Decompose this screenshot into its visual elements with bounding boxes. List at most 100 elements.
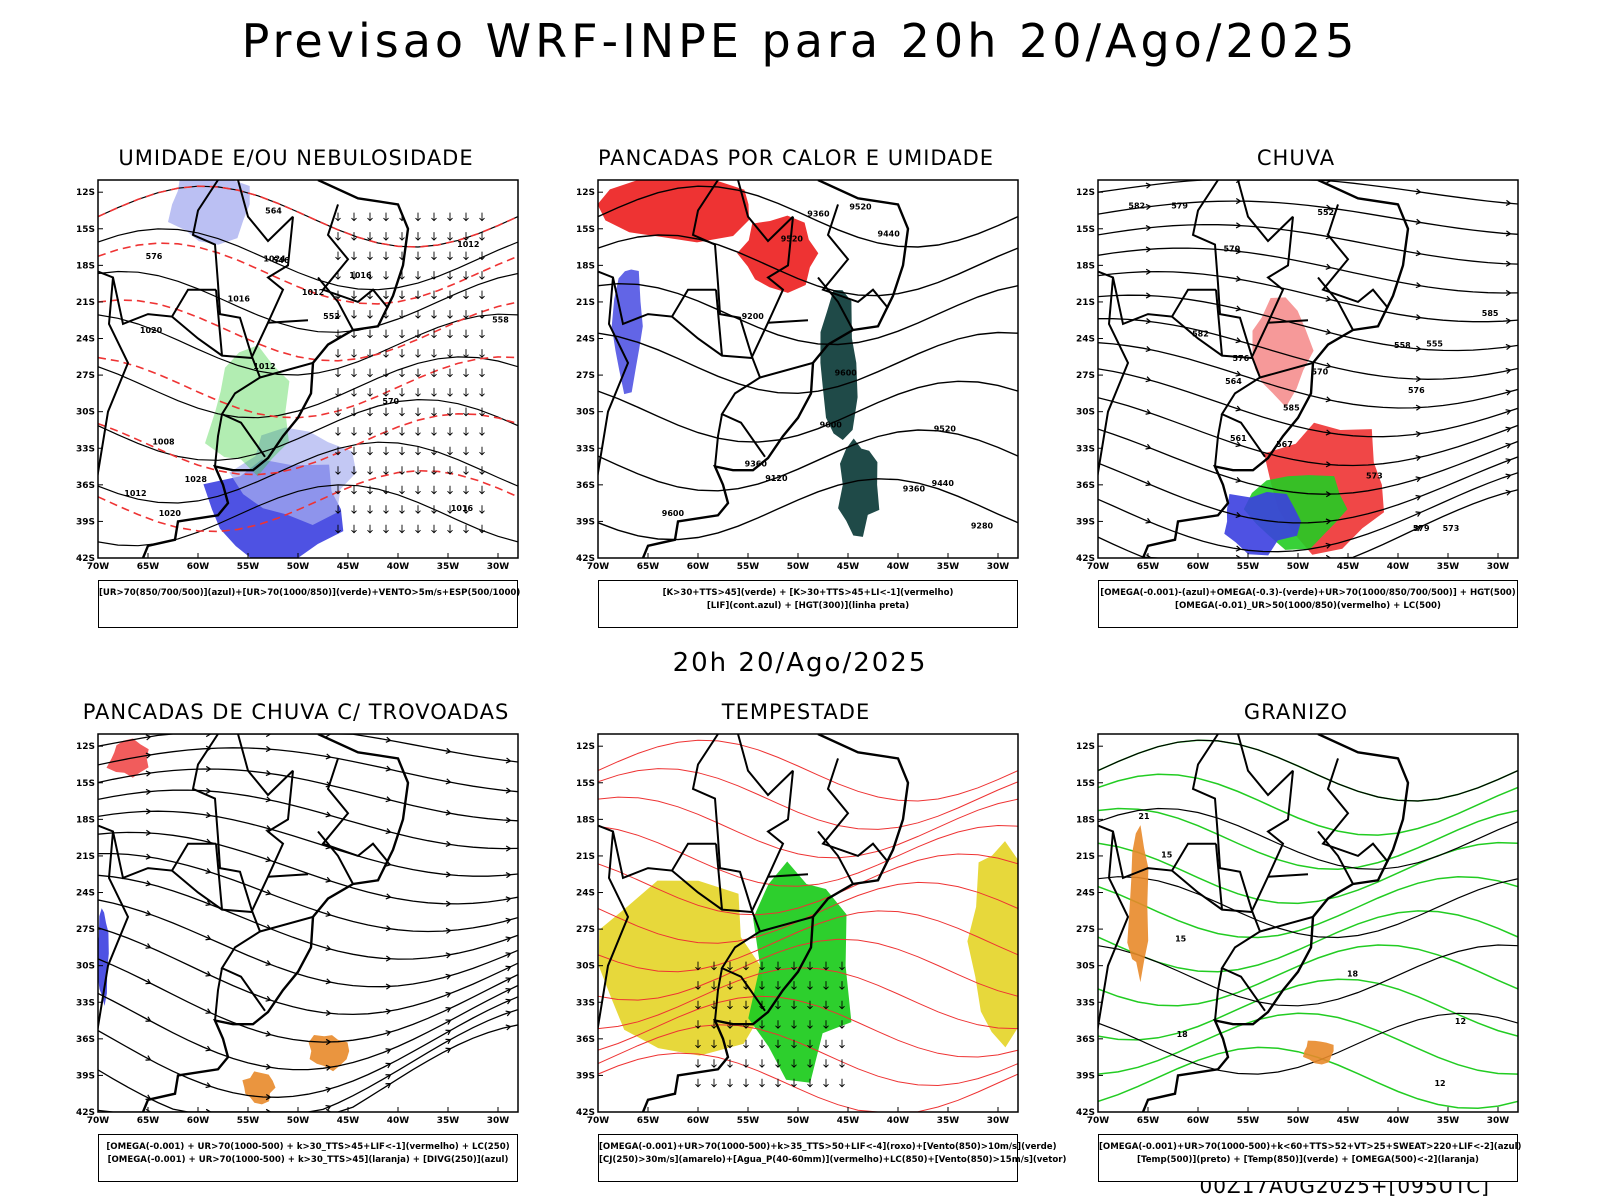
caption-line: [Temp(500)](preto) + [Temp(850)](verde) … bbox=[1137, 1155, 1479, 1165]
panel-title: GRANIZO bbox=[1243, 700, 1349, 724]
contour-label: 576 bbox=[1232, 354, 1249, 363]
lon-tick-label: 35W bbox=[937, 562, 960, 572]
map-plot: 1016 1020 1012 1012 1016 1020 1024 1012 1008 1016… bbox=[76, 179, 519, 572]
lon-tick-label: 70W bbox=[87, 562, 110, 572]
contour-label: 1016 bbox=[349, 271, 372, 280]
lat-tick-label: 15S bbox=[76, 225, 95, 235]
lon-tick-label: 30W bbox=[1487, 562, 1510, 572]
lat-tick-label: 21S bbox=[1076, 298, 1095, 308]
contour-label: 1012 bbox=[302, 288, 324, 297]
lat-tick-label: 42S bbox=[1076, 554, 1095, 564]
lon-tick-label: 50W bbox=[1287, 562, 1310, 572]
lat-tick-label: 21S bbox=[576, 852, 595, 862]
caption-line: [OMEGA(-0.01)_UR>50(1000/850)(vermelho) … bbox=[1175, 601, 1441, 611]
contour-label: 570 bbox=[1311, 368, 1328, 377]
lat-tick-label: 27S bbox=[76, 925, 95, 935]
contour-label: 546 bbox=[273, 256, 290, 265]
caption-line: [OMEGA(-0.001)+UR>70(1000-500)+k<60+TTS>… bbox=[1099, 1142, 1522, 1152]
lat-tick-label: 27S bbox=[76, 371, 95, 381]
contour-label: 9360 bbox=[745, 459, 768, 468]
panel-umidade: UMIDADE E/OU NEBULOSIDADE 1016 1020 1012 10… bbox=[56, 146, 536, 628]
lat-tick-label: 15S bbox=[576, 779, 595, 789]
lat-tick-label: 24S bbox=[1076, 889, 1095, 899]
map-frame bbox=[97, 733, 519, 1113]
lon-tick-label: 45W bbox=[837, 1116, 860, 1126]
lat-tick-label: 30S bbox=[76, 408, 95, 418]
lon-tick-label: 45W bbox=[337, 1116, 360, 1126]
lon-tick-label: 70W bbox=[87, 1116, 110, 1126]
lat-tick-label: 12S bbox=[1076, 742, 1095, 752]
contour-label: 9360 bbox=[903, 484, 926, 493]
lon-tick-label: 60W bbox=[187, 1116, 210, 1126]
contour-label: 1012 bbox=[124, 489, 146, 498]
panel-tempestade: TEMPESTADE 12S 15S 18S 21S 24S 27S 30S 33S 36S 39… bbox=[556, 700, 1066, 1182]
caption-line: [K>30+TTS>45](verde) + [K>30+TTS>45+LI<-… bbox=[662, 588, 954, 598]
lat-tick-label: 42S bbox=[76, 1108, 95, 1118]
panel-caption: [UR>70(850/700/500)](azul)+[UR>70(1000/8… bbox=[98, 580, 520, 628]
contour-label: 12 bbox=[1455, 1017, 1466, 1026]
panel-title: UMIDADE E/OU NEBULOSIDADE bbox=[118, 146, 474, 170]
contour-label: 9280 bbox=[971, 522, 994, 531]
contour-label: 9600 bbox=[820, 421, 843, 430]
lat-tick-label: 42S bbox=[576, 1108, 595, 1118]
contour-label: 18 bbox=[1177, 1030, 1189, 1039]
lat-tick-label: 27S bbox=[1076, 371, 1095, 381]
panel-caption: [OMEGA(-0.001)+UR>70(1000-500)+k<60+TTS>… bbox=[1098, 1134, 1522, 1182]
lat-tick-label: 12S bbox=[76, 742, 95, 752]
panel-caption: [OMEGA(-0.001)-(azul)+OMEGA(-0.3)-(verde… bbox=[1098, 580, 1518, 628]
contour-label: 582 bbox=[1128, 201, 1145, 210]
contour-label: 15 bbox=[1161, 850, 1173, 859]
contour-label: 1016 bbox=[451, 504, 474, 513]
caption-line: [OMEGA(-0.001)-(azul)+OMEGA(-0.3)-(verde… bbox=[1100, 588, 1516, 598]
lat-tick-label: 33S bbox=[576, 998, 595, 1008]
contour-label: 9360 bbox=[807, 210, 830, 219]
contour-label: 1008 bbox=[152, 437, 175, 446]
panel-title: PANCADAS DE CHUVA C/ TROVOADAS bbox=[82, 700, 510, 724]
contour-label: 561 bbox=[1230, 434, 1247, 443]
lon-tick-label: 35W bbox=[1437, 1116, 1460, 1126]
lon-tick-label: 40W bbox=[387, 1116, 410, 1126]
lat-tick-label: 30S bbox=[576, 962, 595, 972]
lat-tick-label: 21S bbox=[76, 852, 95, 862]
lon-tick-label: 30W bbox=[1487, 1116, 1510, 1126]
panel-title: TEMPESTADE bbox=[721, 700, 871, 724]
contour-label: 552 bbox=[1317, 208, 1334, 217]
lat-tick-label: 36S bbox=[1076, 481, 1095, 491]
lon-tick-label: 40W bbox=[887, 562, 910, 572]
lat-tick-label: 36S bbox=[1076, 1035, 1095, 1045]
contour-label: 21 bbox=[1138, 812, 1150, 821]
map-plot: 9600 9520 9600 9600 9520 9520 9440 9440 9360 9360… bbox=[576, 179, 1019, 572]
lon-tick-label: 45W bbox=[337, 562, 360, 572]
lat-tick-label: 39S bbox=[1076, 1071, 1095, 1081]
lon-tick-label: 65W bbox=[1137, 1116, 1160, 1126]
lon-tick-label: 60W bbox=[187, 562, 210, 572]
lat-tick-label: 39S bbox=[1076, 517, 1095, 527]
lat-tick-label: 24S bbox=[576, 889, 595, 899]
contour-label: 579 bbox=[1413, 524, 1430, 533]
lon-tick-label: 70W bbox=[587, 1116, 610, 1126]
contour-label: 12 bbox=[1434, 1079, 1445, 1088]
panel-pancadas-calor: PANCADAS POR CALOR E UMIDADE 9600 9520 960… bbox=[556, 146, 1036, 628]
contour-label: 558 bbox=[1394, 341, 1411, 350]
lon-tick-label: 40W bbox=[887, 1116, 910, 1126]
panel-caption: [OMEGA(-0.001)+UR>70(1000-500)+k>35_TTS>… bbox=[598, 1134, 1066, 1182]
lon-tick-label: 35W bbox=[937, 1116, 960, 1126]
contour-label: 558 bbox=[492, 315, 509, 324]
contour-label: 585 bbox=[1482, 309, 1499, 318]
lon-tick-label: 55W bbox=[737, 562, 760, 572]
lat-tick-label: 21S bbox=[576, 298, 595, 308]
lon-tick-label: 65W bbox=[137, 562, 160, 572]
lon-tick-label: 40W bbox=[1387, 1116, 1410, 1126]
map-frame bbox=[1097, 733, 1519, 1113]
map-frame bbox=[97, 179, 519, 559]
contour-label: 1016 bbox=[228, 294, 251, 303]
lon-tick-label: 65W bbox=[137, 1116, 160, 1126]
lon-tick-label: 65W bbox=[637, 1116, 660, 1126]
contour-label: 15 bbox=[1175, 935, 1187, 944]
contour-label: 1024 bbox=[263, 255, 286, 264]
contour-label: 9520 bbox=[781, 235, 804, 244]
lat-tick-label: 42S bbox=[576, 554, 595, 564]
panel-caption: [OMEGA(-0.001) + UR>70(1000-500) + k>30_… bbox=[98, 1134, 518, 1182]
lat-tick-label: 30S bbox=[1076, 962, 1095, 972]
